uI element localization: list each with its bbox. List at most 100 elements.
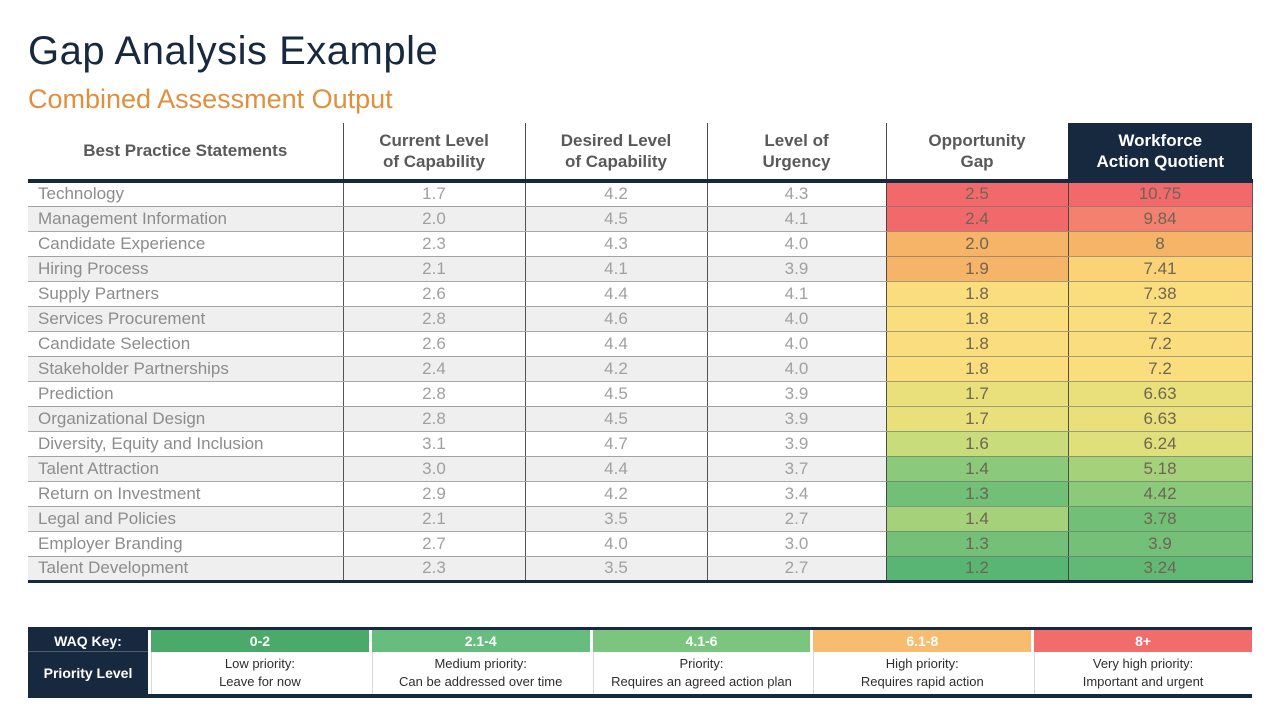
cell-urgency: 3.9 [706,256,886,282]
cell-gap: 1.3 [885,481,1068,507]
waq-key-label: WAQ Key: [28,630,148,652]
cell-name: Services Procurement [28,306,343,332]
cell-current: 2.1 [342,256,525,282]
table-row: Employer Branding 2.7 4.0 3.0 1.3 3.9 [28,531,1253,557]
cell-current: 2.4 [342,356,525,382]
cell-desired: 4.4 [524,281,707,307]
cell-waq: 3.78 [1067,506,1253,532]
cell-current: 2.1 [342,506,525,532]
cell-desired: 4.5 [524,206,707,232]
table-row: Talent Development 2.3 3.5 2.7 1.2 3.24 [28,556,1253,583]
cell-current: 2.3 [342,556,525,583]
table-row: Return on Investment 2.9 4.2 3.4 1.3 4.42 [28,481,1253,507]
cell-urgency: 3.9 [706,431,886,457]
key-priority-cell: High priority: Requires rapid action [810,652,1032,694]
cell-waq: 7.2 [1067,331,1253,357]
cell-current: 1.7 [342,181,525,207]
cell-current: 2.3 [342,231,525,257]
cell-gap: 1.8 [885,356,1068,382]
table-row: Organizational Design 2.8 4.5 3.9 1.7 6.63 [28,406,1253,432]
table-row: Talent Attraction 3.0 4.4 3.7 1.4 5.18 [28,456,1253,482]
cell-gap: 2.4 [885,206,1068,232]
table-row: Technology 1.7 4.2 4.3 2.5 10.75 [28,181,1253,207]
cell-desired: 4.4 [524,456,707,482]
cell-waq: 7.2 [1067,356,1253,382]
table-row: Candidate Experience 2.3 4.3 4.0 2.0 8 [28,231,1253,257]
waq-key: WAQ Key: Priority Level 0-2 2.1-4 4.1-6 6.1… [28,627,1252,698]
cell-urgency: 2.7 [706,506,886,532]
cell-gap: 1.6 [885,431,1068,457]
cell-desired: 4.6 [524,306,707,332]
cell-waq: 5.18 [1067,456,1253,482]
cell-waq: 3.9 [1067,531,1253,557]
cell-name: Return on Investment [28,481,343,507]
cell-desired: 4.7 [524,431,707,457]
cell-gap: 1.7 [885,381,1068,407]
cell-name: Legal and Policies [28,506,343,532]
cell-current: 3.0 [342,456,525,482]
col-header-current-level: Current Level of Capability [342,123,525,183]
cell-name: Hiring Process [28,256,343,282]
key-range-cell: 4.1-6 [589,630,811,652]
key-range-cell: 8+ [1031,630,1252,652]
cell-current: 2.0 [342,206,525,232]
cell-waq: 10.75 [1067,181,1253,207]
cell-current: 2.8 [342,406,525,432]
cell-desired: 4.3 [524,231,707,257]
cell-desired: 4.2 [524,481,707,507]
table-row: Supply Partners 2.6 4.4 4.1 1.8 7.38 [28,281,1253,307]
cell-waq: 6.24 [1067,431,1253,457]
cell-urgency: 3.0 [706,531,886,557]
cell-current: 2.6 [342,281,525,307]
cell-waq: 7.41 [1067,256,1253,282]
key-label-cell: WAQ Key: Priority Level [28,630,148,694]
cell-urgency: 3.4 [706,481,886,507]
cell-urgency: 3.9 [706,381,886,407]
cell-waq: 7.2 [1067,306,1253,332]
cell-urgency: 4.0 [706,356,886,382]
cell-name: Candidate Selection [28,331,343,357]
cell-waq: 6.63 [1067,406,1253,432]
cell-name: Employer Branding [28,531,343,557]
gap-analysis-table: Best Practice Statements Current Level o… [28,123,1253,583]
cell-name: Diversity, Equity and Inclusion [28,431,343,457]
cell-desired: 4.5 [524,381,707,407]
col-header-desired-level: Desired Level of Capability [524,123,707,183]
cell-name: Technology [28,181,343,207]
cell-name: Stakeholder Partnerships [28,356,343,382]
table-row: Management Information 2.0 4.5 4.1 2.4 9.84 [28,206,1253,232]
cell-name: Management Information [28,206,343,232]
cell-current: 2.6 [342,331,525,357]
table-row: Diversity, Equity and Inclusion 3.1 4.7 3.9… [28,431,1253,457]
cell-desired: 4.2 [524,181,707,207]
cell-urgency: 3.7 [706,456,886,482]
col-header-urgency: Level of Urgency [706,123,886,183]
key-priority-cell: Very high priority: Important and urgent [1031,652,1252,694]
cell-current: 2.8 [342,306,525,332]
cell-waq: 6.63 [1067,381,1253,407]
cell-desired: 3.5 [524,556,707,583]
table-row: Prediction 2.8 4.5 3.9 1.7 6.63 [28,381,1253,407]
key-range-cell: 6.1-8 [810,630,1032,652]
table-row: Services Procurement 2.8 4.6 4.0 1.8 7.2 [28,306,1253,332]
col-header-best-practice: Best Practice Statements [28,123,343,183]
col-header-opportunity-gap: Opportunity Gap [885,123,1068,183]
cell-gap: 1.7 [885,406,1068,432]
cell-gap: 1.8 [885,281,1068,307]
cell-current: 2.7 [342,531,525,557]
cell-gap: 1.8 [885,331,1068,357]
cell-name: Candidate Experience [28,231,343,257]
table-body: Technology 1.7 4.2 4.3 2.5 10.75 Management In… [28,181,1253,583]
cell-desired: 4.0 [524,531,707,557]
page-subtitle: Combined Assessment Output [28,84,393,114]
page-title: Gap Analysis Example [28,29,439,73]
cell-waq: 9.84 [1067,206,1253,232]
cell-name: Talent Attraction [28,456,343,482]
cell-desired: 4.5 [524,406,707,432]
cell-urgency: 2.7 [706,556,886,583]
table-row: Candidate Selection 2.6 4.4 4.0 1.8 7.2 [28,331,1253,357]
cell-urgency: 3.9 [706,406,886,432]
key-range-cell: 0-2 [148,630,369,652]
cell-urgency: 4.0 [706,331,886,357]
